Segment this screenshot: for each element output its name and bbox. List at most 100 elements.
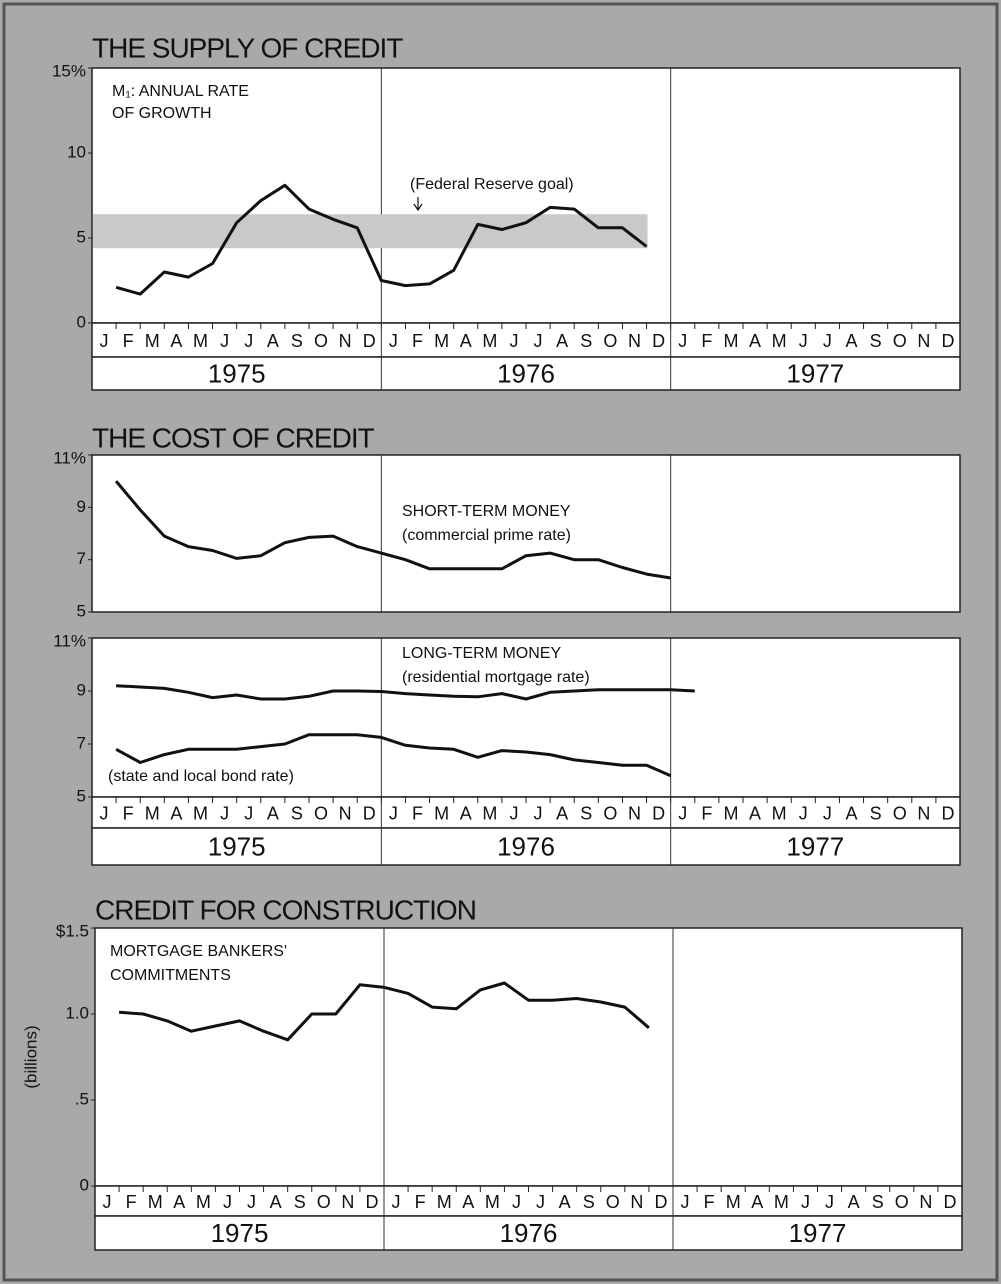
x-tick-label: J [223, 1192, 232, 1212]
x-tick-label: J [244, 803, 253, 823]
x-tick-label: A [749, 803, 761, 823]
x-tick-label: S [583, 1192, 595, 1212]
x-tick-label: M [193, 331, 208, 351]
x-tick-label: F [701, 331, 712, 351]
x-tick-label: N [339, 803, 352, 823]
x-tick-label: N [341, 1192, 354, 1212]
x-tick-label: J [681, 1192, 690, 1212]
x-tick-label: A [749, 331, 761, 351]
x-tick-label: A [173, 1192, 185, 1212]
x-tick-label: A [848, 1192, 860, 1212]
x-tick-label: F [704, 1192, 715, 1212]
x-tick-label: F [123, 331, 134, 351]
x-tick-label: J [509, 803, 518, 823]
year-label: 1977 [789, 1218, 847, 1248]
series-label: LONG-TERM MONEY [402, 645, 561, 662]
x-tick-label: J [799, 331, 808, 351]
x-tick-label: S [580, 331, 592, 351]
x-tick-label: F [123, 803, 134, 823]
x-tick-label: M [437, 1192, 452, 1212]
x-tick-label: M [196, 1192, 211, 1212]
chart-title: THE COST OF CREDIT [92, 422, 375, 453]
x-tick-label: D [365, 1192, 378, 1212]
x-tick-label: D [363, 803, 376, 823]
x-tick-label: A [751, 1192, 763, 1212]
x-tick-label: A [267, 803, 279, 823]
series-label: (residential mortgage rate) [402, 669, 590, 686]
x-tick-label: N [630, 1192, 643, 1212]
y-tick-label: 7 [77, 733, 86, 752]
y-tick-label: 11% [53, 448, 86, 467]
x-tick-label: J [247, 1192, 256, 1212]
x-tick-label: O [603, 803, 617, 823]
y-tick-label: 11% [53, 631, 86, 650]
series-label: COMMITMENTS [110, 967, 231, 984]
x-tick-label: M [772, 331, 787, 351]
x-tick-label: J [512, 1192, 521, 1212]
x-tick-label: D [941, 331, 954, 351]
y-tick-label: 15% [52, 61, 86, 80]
plot-area [91, 454, 961, 613]
x-tick-label: M [774, 1192, 789, 1212]
y-tick-label: 9 [77, 497, 86, 516]
year-label: 1976 [497, 831, 555, 861]
x-tick-label: O [893, 331, 907, 351]
x-tick-label: M [193, 803, 208, 823]
x-tick-label: N [628, 803, 641, 823]
x-tick-label: N [917, 331, 930, 351]
x-tick-label: A [559, 1192, 571, 1212]
x-tick-label: D [654, 1192, 667, 1212]
x-tick-label: A [845, 331, 857, 351]
year-label: 1976 [497, 358, 555, 388]
year-row [91, 827, 961, 866]
year-label: 1976 [500, 1218, 558, 1248]
x-tick-label: A [462, 1192, 474, 1212]
x-tick-label: M [434, 331, 449, 351]
y-tick-label: 5 [77, 227, 86, 246]
y-tick-label: 0 [80, 1175, 89, 1194]
x-tick-label: O [606, 1192, 620, 1212]
x-tick-label: O [893, 803, 907, 823]
x-tick-label: J [536, 1192, 545, 1212]
year-row [94, 1215, 963, 1251]
x-tick-label: M [482, 331, 497, 351]
series-label: MORTGAGE BANKERS' [110, 943, 287, 960]
x-tick-label: J [392, 1192, 401, 1212]
x-tick-label: O [317, 1192, 331, 1212]
x-tick-label: N [339, 331, 352, 351]
x-tick-label: D [652, 803, 665, 823]
x-tick-label: J [799, 803, 808, 823]
x-tick-label: S [872, 1192, 884, 1212]
x-tick-label: F [701, 803, 712, 823]
x-tick-label: J [801, 1192, 810, 1212]
year-row [91, 356, 961, 391]
x-tick-label: S [870, 331, 882, 351]
y-tick-label: 5 [77, 601, 86, 620]
series-label: (commercial prime rate) [402, 527, 571, 544]
series-label: (state and local bond rate) [108, 768, 294, 785]
x-tick-label: M [482, 803, 497, 823]
x-tick-label: O [314, 803, 328, 823]
series-label: OF GROWTH [112, 105, 212, 122]
y-tick-label: $1.5 [56, 921, 89, 940]
goal-band [93, 214, 648, 249]
x-tick-label: M [726, 1192, 741, 1212]
x-tick-label: D [652, 331, 665, 351]
x-tick-label: F [412, 331, 423, 351]
x-tick-label: J [678, 803, 687, 823]
x-tick-label: S [291, 803, 303, 823]
x-tick-label: M [145, 803, 160, 823]
x-tick-label: F [415, 1192, 426, 1212]
x-tick-label: M [723, 331, 738, 351]
x-tick-label: D [941, 803, 954, 823]
series-line [114, 480, 671, 580]
series-line [118, 981, 650, 1042]
x-tick-label: A [556, 331, 568, 351]
year-label: 1975 [211, 1218, 269, 1248]
series-label: SHORT-TERM MONEY [402, 503, 571, 520]
x-tick-label: M [772, 803, 787, 823]
x-tick-label: J [823, 331, 832, 351]
y-tick-label: 7 [77, 549, 86, 568]
x-tick-label: A [556, 803, 568, 823]
x-tick-label: A [460, 803, 472, 823]
